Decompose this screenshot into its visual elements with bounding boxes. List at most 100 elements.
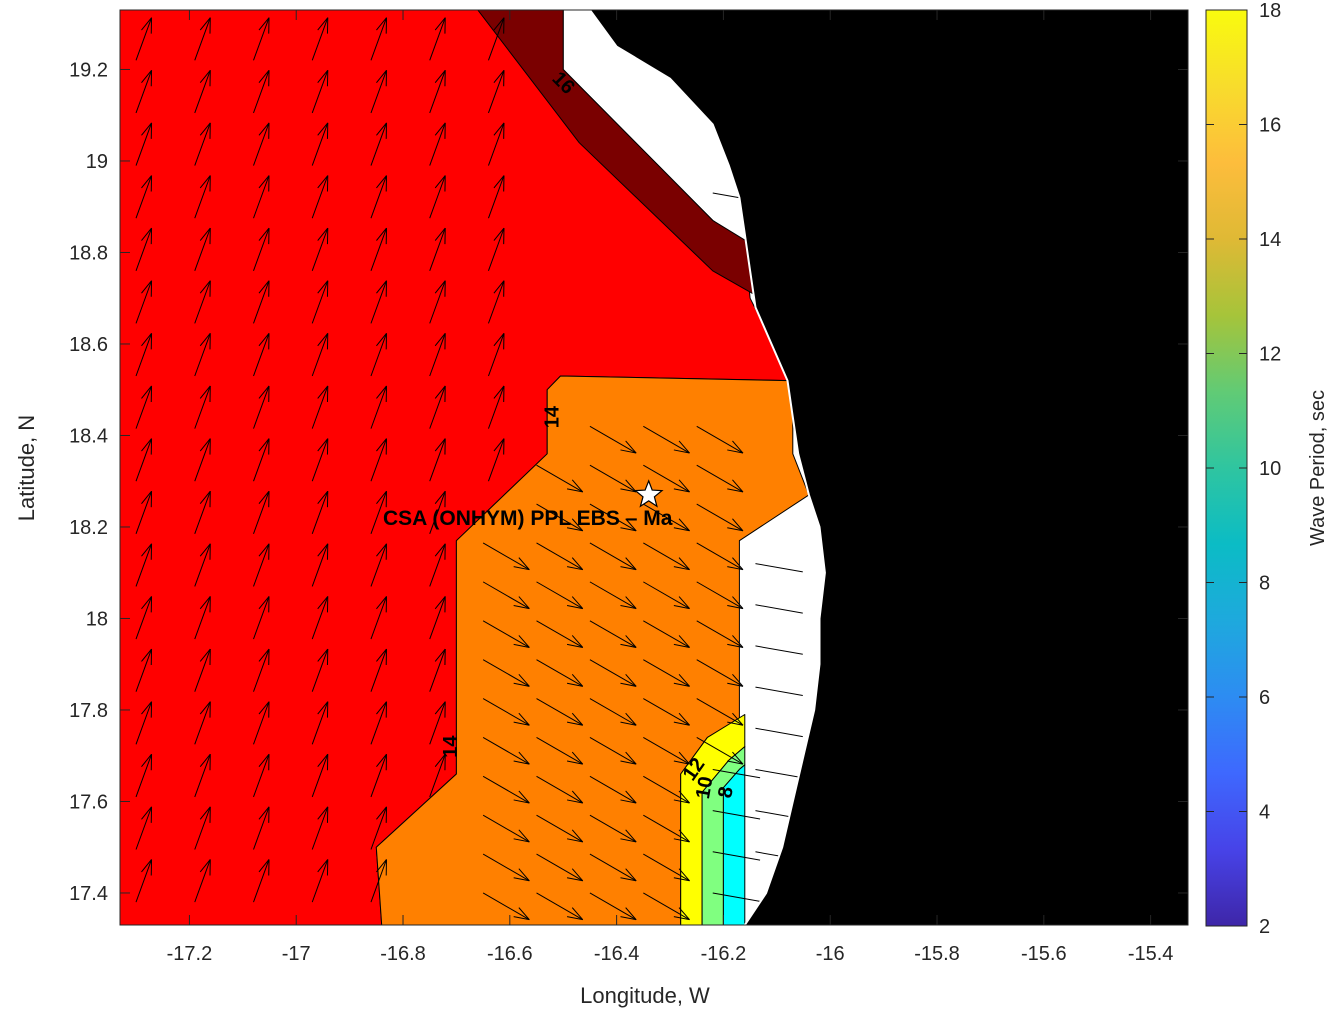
wave-arrow — [370, 17, 388, 61]
wave-arrow — [370, 648, 388, 692]
wave-arrow — [370, 806, 388, 850]
wave-arrow — [370, 385, 388, 429]
wave-arrow — [487, 122, 505, 166]
wave-arrow — [482, 775, 530, 804]
wave-arrow — [135, 69, 153, 114]
wave-arrow — [194, 175, 211, 219]
wave-arrow — [311, 859, 329, 903]
wave-arrow — [311, 227, 329, 271]
y-tick-label: 17.8 — [69, 700, 108, 722]
wave-arrow — [311, 490, 329, 535]
wave-arrow — [253, 17, 270, 61]
wave-arrow — [253, 280, 270, 324]
wave-arrow — [253, 122, 270, 166]
wave-arrow — [135, 806, 153, 850]
wave-arrow — [536, 542, 584, 571]
wave-arrow — [135, 385, 153, 429]
wave-arrow — [487, 227, 505, 271]
wave-arrow — [194, 385, 211, 429]
wave-arrow — [487, 333, 505, 377]
x-tick-label: -16.6 — [487, 943, 533, 965]
contour-label: 14 — [440, 735, 462, 758]
wave-arrow — [429, 543, 446, 587]
wave-arrow — [253, 596, 270, 640]
x-tick-label: -15.4 — [1128, 943, 1174, 965]
wave-arrow — [135, 175, 153, 219]
wave-arrow — [194, 438, 211, 482]
wave-arrow — [194, 122, 211, 166]
colorbar-tick-label: 12 — [1259, 344, 1281, 366]
wave-arrow — [712, 810, 761, 820]
wave-arrow — [482, 659, 530, 687]
wave-arrow — [429, 333, 446, 377]
wave-arrow — [311, 69, 329, 114]
wave-arrow — [696, 659, 744, 687]
wave-arrow — [253, 753, 270, 798]
x-axis-ticks: -17.2 -17 -16.8 -16.6 -16.4 -16.2 -16 -15.8 -15.… — [167, 10, 1174, 965]
x-tick-label: -16 — [816, 943, 845, 965]
wave-arrow — [370, 227, 388, 271]
wave-arrow — [194, 227, 211, 271]
colorbar-label: Wave Period, sec — [1307, 390, 1329, 546]
wave-arrow — [370, 490, 388, 535]
x-tick-label: -16.2 — [701, 943, 747, 965]
wave-arrow — [135, 227, 153, 271]
colorbar-tick-label: 18 — [1259, 0, 1281, 22]
wave-arrow — [311, 753, 329, 798]
wave-arrow — [712, 768, 761, 779]
wave-arrow — [194, 859, 211, 903]
colorbar-ticks: 2 4 6 8 10 12 14 16 18 — [1206, 0, 1281, 938]
wave-arrow — [482, 620, 530, 648]
wave-arrow — [712, 892, 761, 902]
site-marker: CSA (ONHYM) PPL EBS – Ma — [383, 479, 673, 530]
wave-arrow — [696, 736, 744, 765]
wave-arrow — [370, 122, 388, 166]
wave-arrow — [589, 892, 637, 921]
colorbar-tick-label: 2 — [1259, 916, 1270, 938]
wave-arrow — [536, 659, 584, 687]
wave-arrow — [370, 596, 388, 640]
y-tick-label: 19 — [86, 151, 108, 173]
wave-arrow — [429, 175, 446, 219]
wave-arrow — [429, 69, 446, 114]
wave-arrow — [194, 648, 211, 692]
wave-arrow — [429, 753, 446, 798]
wave-arrow — [311, 122, 329, 166]
wave-arrow — [487, 175, 505, 219]
wave-arrow — [311, 17, 329, 61]
wave-arrow — [429, 17, 446, 61]
wave-arrow — [135, 543, 153, 587]
y-tick-label: 18.2 — [69, 517, 108, 539]
wave-arrow — [253, 227, 270, 271]
wave-arrow — [253, 543, 270, 587]
wave-arrow — [755, 686, 803, 696]
wave-arrow — [311, 543, 329, 587]
wave-arrow — [643, 620, 690, 648]
wave-arrow — [482, 698, 530, 726]
wave-arrow — [194, 333, 211, 377]
wave-arrow — [135, 490, 153, 535]
wave-arrow — [253, 333, 270, 377]
wave-arrow — [429, 280, 446, 324]
contour-label: 14 — [542, 405, 564, 428]
plot-frame — [119, 9, 1189, 926]
y-tick-label: 19.2 — [69, 59, 108, 81]
wave-arrow — [253, 69, 270, 114]
wave-arrow — [194, 806, 211, 850]
wave-arrow — [643, 736, 690, 765]
y-axis-label: Latitude, N — [14, 415, 39, 521]
wave-arrow — [311, 648, 329, 692]
wave-arrow — [370, 753, 388, 798]
wave-arrow — [135, 648, 153, 692]
wave-arrow — [696, 620, 744, 648]
colorbar-tick-label: 4 — [1259, 802, 1270, 824]
wave-arrow — [429, 596, 446, 640]
wave-arrow — [194, 280, 211, 324]
wave-arrow — [253, 701, 270, 745]
wave-arrow — [370, 333, 388, 377]
coastline — [589, 10, 826, 925]
wave-arrow — [589, 464, 637, 493]
contour-label: 10 — [692, 775, 718, 801]
wave-arrow — [370, 175, 388, 219]
wave-arrow — [311, 596, 329, 640]
